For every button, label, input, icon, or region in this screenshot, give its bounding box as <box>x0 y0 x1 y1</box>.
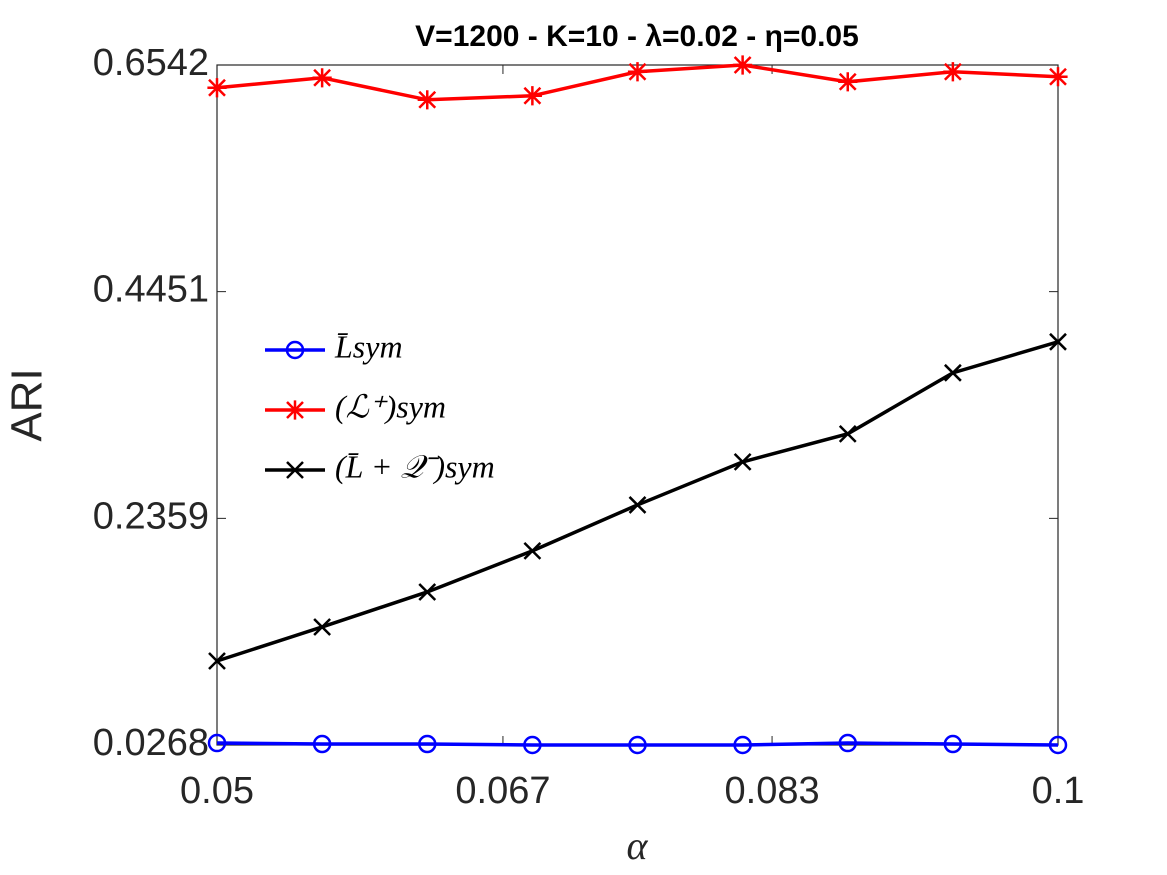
marker <box>627 62 648 82</box>
x-tick-label: 0.083 <box>725 770 820 812</box>
y-tick-label: 0.4451 <box>93 269 209 311</box>
legend-label: (ℒ⁺)sym <box>335 388 446 424</box>
marker <box>522 86 542 106</box>
chart-title: V=1200 - K=10 - λ=0.02 - η=0.05 <box>415 20 859 53</box>
marker <box>285 340 305 360</box>
marker <box>1048 735 1068 755</box>
legend-label: (L̄ + 𝒬⁻)sym <box>335 448 495 484</box>
x-axis-label: α <box>627 823 649 868</box>
x-tick-label: 0.05 <box>180 770 254 812</box>
marker <box>312 734 332 754</box>
marker <box>207 78 227 98</box>
marker <box>286 461 304 479</box>
marker <box>943 363 962 382</box>
y-tick-label: 0.2359 <box>93 495 209 537</box>
marker <box>838 424 857 443</box>
marker <box>207 733 227 753</box>
y-axis-label: ARI <box>3 368 52 441</box>
marker <box>733 453 752 471</box>
marker <box>417 90 437 110</box>
marker <box>838 72 858 92</box>
marker <box>943 62 963 82</box>
marker <box>285 400 305 420</box>
y-tick-label: 0.6542 <box>93 42 209 84</box>
marker <box>943 734 963 754</box>
marker <box>313 618 332 636</box>
marker <box>418 583 437 601</box>
marker <box>628 496 647 514</box>
marker <box>733 735 752 755</box>
marker <box>418 734 437 754</box>
marker <box>733 55 753 75</box>
x-tick-label: 0.1 <box>1032 770 1085 812</box>
x-tick-label: 0.067 <box>455 770 550 812</box>
marker <box>1049 332 1067 351</box>
legend-label: L̄sym <box>334 328 403 364</box>
marker <box>523 735 542 755</box>
marker <box>523 542 542 560</box>
series-line <box>216 741 1059 747</box>
y-tick-label: 0.0268 <box>93 722 209 764</box>
marker <box>838 733 857 753</box>
marker <box>628 735 647 755</box>
marker <box>208 652 226 670</box>
marker <box>312 68 332 88</box>
marker <box>1048 67 1068 87</box>
